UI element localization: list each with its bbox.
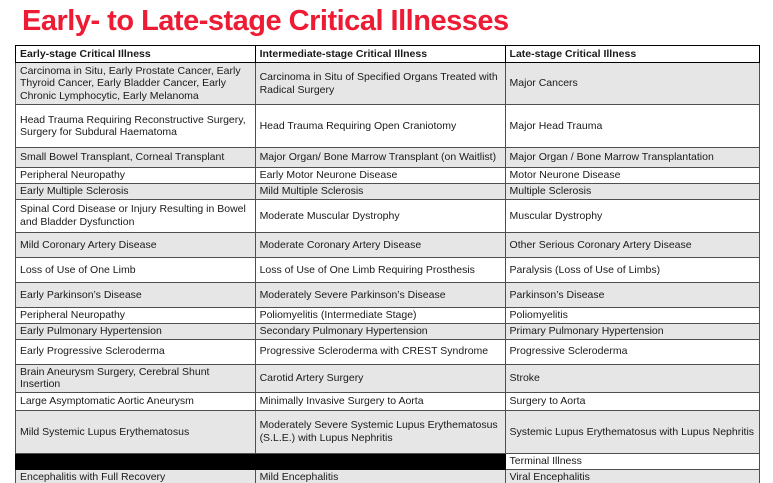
table-cell: Head Trauma Requiring Open Craniotomy (254, 104, 506, 149)
table-row: Early Multiple Sclerosis Mild Multiple Sc… (15, 183, 761, 200)
table-cell: Major Organ/ Bone Marrow Transplant (on … (254, 147, 506, 169)
table-cell: Mild Multiple Sclerosis (254, 183, 506, 200)
table-cell: Early Progressive Scleroderma (15, 338, 256, 365)
table-cell: Moderate Coronary Artery Disease (254, 231, 506, 258)
table-header-row: Early-stage Critical Illness Intermediate… (15, 45, 761, 64)
column-header: Late-stage Critical Illness (504, 45, 761, 64)
table-cell: Loss of Use of One Limb Requiring Prosth… (254, 256, 506, 283)
table-row: Carcinoma in Situ, Early Prostate Cancer… (15, 62, 761, 106)
table-cell: Major Organ / Bone Marrow Transplantatio… (504, 147, 761, 169)
table-row: Early Progressive Scleroderma Progressive… (15, 338, 761, 365)
table-cell: Paralysis (Loss of Use of Limbs) (504, 256, 761, 283)
table-cell: Early Motor Neurone Disease (254, 167, 506, 185)
table-row: Head Trauma Requiring Reconstructive Sur… (15, 104, 761, 149)
redacted-cell (254, 453, 506, 470)
table-cell: Terminal Illness (504, 453, 761, 470)
table-cell: Poliomyelitis (504, 306, 761, 324)
table-cell: Muscular Dystrophy (504, 198, 761, 233)
table-row: Loss of Use of One Limb Loss of Use of On… (15, 256, 761, 283)
table-cell: Early Multiple Sclerosis (15, 183, 256, 200)
table-cell: Motor Neurone Disease (504, 167, 761, 185)
table-cell: Moderately Severe Parkinson’s Disease (254, 281, 506, 308)
table-row: Peripheral Neuropathy Early Motor Neurone… (15, 167, 761, 185)
table-cell: Parkinson’s Disease (504, 281, 761, 308)
table-cell: Mild Encephalitis (254, 468, 506, 483)
table-row: Brain Aneurysm Surgery, Cerebral Shunt I… (15, 363, 761, 394)
table-cell: Early Parkinson’s Disease (15, 281, 256, 308)
table-cell: Minimally Invasive Surgery to Aorta (254, 392, 506, 412)
table-cell: Progressive Scleroderma (504, 338, 761, 365)
table-cell: Major Cancers (504, 62, 761, 106)
table-cell: Viral Encephalitis (504, 468, 761, 483)
illness-stage-table: Early-stage Critical Illness Intermediate… (15, 45, 761, 483)
table-row: Early Pulmonary Hypertension Secondary Pu… (15, 322, 761, 340)
table-row: Small Bowel Transplant, Corneal Transpla… (15, 147, 761, 169)
table-cell: Moderate Muscular Dystrophy (254, 198, 506, 233)
table-cell: Progressive Scleroderma with CREST Syndr… (254, 338, 506, 365)
redacted-cell (15, 453, 256, 470)
table-cell: Surgery to Aorta (504, 392, 761, 412)
table-cell: Carcinoma in Situ, Early Prostate Cancer… (15, 62, 256, 106)
table-cell: Major Head Trauma (504, 104, 761, 149)
table-cell: Other Serious Coronary Artery Disease (504, 231, 761, 258)
table-row: Peripheral Neuropathy Poliomyelitis (Inte… (15, 306, 761, 324)
table-cell: Mild Coronary Artery Disease (15, 231, 256, 258)
column-header: Early-stage Critical Illness (15, 45, 256, 64)
table-cell: Peripheral Neuropathy (15, 306, 256, 324)
page-title: Early- to Late-stage Critical Illnesses (22, 5, 509, 37)
table-cell: Small Bowel Transplant, Corneal Transpla… (15, 147, 256, 169)
table-cell: Spinal Cord Disease or Injury Resulting … (15, 198, 256, 233)
table-cell: Head Trauma Requiring Reconstructive Sur… (15, 104, 256, 149)
table-cell: Systemic Lupus Erythematosus with Lupus … (504, 410, 761, 455)
table-cell: Moderately Severe Systemic Lupus Erythem… (254, 410, 506, 455)
table-cell: Loss of Use of One Limb (15, 256, 256, 283)
table-row: Spinal Cord Disease or Injury Resulting … (15, 198, 761, 233)
table-cell: Stroke (504, 363, 761, 394)
table-cell: Peripheral Neuropathy (15, 167, 256, 185)
table-cell: Encephalitis with Full Recovery (15, 468, 256, 483)
table-cell: Carotid Artery Surgery (254, 363, 506, 394)
table-cell: Brain Aneurysm Surgery, Cerebral Shunt I… (15, 363, 256, 394)
column-header: Intermediate-stage Critical Illness (254, 45, 506, 64)
table-cell: Mild Systemic Lupus Erythematosus (15, 410, 256, 455)
table-row: Large Asymptomatic Aortic Aneurysm Minima… (15, 392, 761, 412)
table-cell: Poliomyelitis (Intermediate Stage) (254, 306, 506, 324)
table-cell: Early Pulmonary Hypertension (15, 322, 256, 340)
table-header: Early-stage Critical Illness Intermediate… (15, 45, 761, 64)
table-cell: Large Asymptomatic Aortic Aneurysm (15, 392, 256, 412)
table-row: Mild Coronary Artery Disease Moderate Cor… (15, 231, 761, 258)
table-cell: Carcinoma in Situ of Specified Organs Tr… (254, 62, 506, 106)
table-row: Mild Systemic Lupus Erythematosus Moderat… (15, 410, 761, 455)
table-cell: Multiple Sclerosis (504, 183, 761, 200)
table-cell: Primary Pulmonary Hypertension (504, 322, 761, 340)
table-cell: Secondary Pulmonary Hypertension (254, 322, 506, 340)
table-row: Early Parkinson’s Disease Moderately Seve… (15, 281, 761, 308)
table-body: Carcinoma in Situ, Early Prostate Cancer… (15, 62, 761, 483)
table-row: Encephalitis with Full Recovery Mild Ence… (15, 468, 761, 483)
table-row: Terminal Illness (15, 453, 761, 470)
